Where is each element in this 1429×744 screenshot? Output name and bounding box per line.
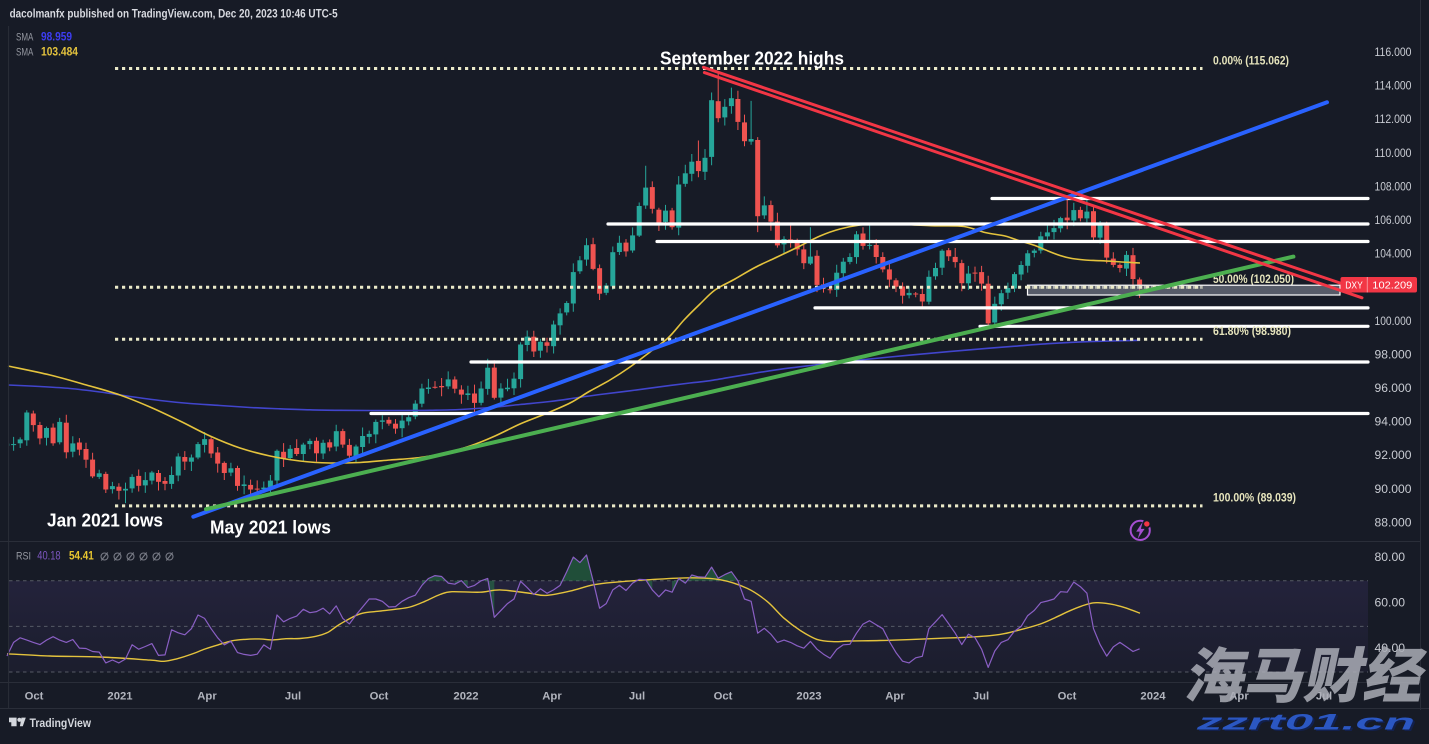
svg-text:Oct: Oct — [370, 691, 389, 703]
svg-text:dacolmanfx published on Tradin: dacolmanfx published on TradingView.com,… — [10, 7, 338, 21]
svg-text:Jan 2021 lows: Jan 2021 lows — [47, 511, 163, 531]
svg-text:2023: 2023 — [796, 691, 821, 703]
svg-text:104.000: 104.000 — [1375, 249, 1412, 261]
svg-text:TradingView: TradingView — [30, 716, 92, 730]
svg-text:Oct: Oct — [25, 691, 44, 703]
svg-text:100.000: 100.000 — [1375, 316, 1412, 328]
svg-text:92.000: 92.000 — [1375, 450, 1412, 462]
svg-text:Jul: Jul — [629, 691, 645, 703]
svg-text:98.959: 98.959 — [41, 32, 72, 44]
svg-text:100.00% (89.039): 100.00% (89.039) — [1213, 491, 1296, 505]
svg-text:Oct: Oct — [1058, 691, 1077, 703]
svg-text:90.000: 90.000 — [1375, 484, 1412, 496]
svg-text:96.000: 96.000 — [1375, 383, 1412, 395]
svg-text:2021: 2021 — [107, 691, 132, 703]
svg-text:zzrt01.cn: zzrt01.cn — [1195, 710, 1415, 735]
svg-text:98.000: 98.000 — [1375, 349, 1412, 361]
svg-text:61.80% (98.980): 61.80% (98.980) — [1213, 324, 1291, 338]
svg-text:SMA: SMA — [16, 32, 34, 44]
svg-text:zzrt01.cn: zzrt01.cn — [1197, 711, 1417, 736]
svg-text:Jul: Jul — [973, 691, 989, 703]
svg-text:Jul: Jul — [285, 691, 301, 703]
svg-text:Apr: Apr — [542, 691, 562, 703]
svg-text:114.000: 114.000 — [1375, 81, 1412, 93]
svg-text:110.000: 110.000 — [1375, 148, 1412, 160]
svg-text:SMA: SMA — [16, 47, 34, 59]
svg-text:Oct: Oct — [714, 691, 733, 703]
svg-text:2024: 2024 — [1140, 691, 1166, 703]
svg-text:0.00% (115.062): 0.00% (115.062) — [1213, 53, 1289, 67]
svg-text:May 2021 lows: May 2021 lows — [210, 518, 331, 538]
svg-text:50.00% (102.050): 50.00% (102.050) — [1213, 272, 1294, 286]
svg-text:Apr: Apr — [197, 691, 217, 703]
svg-text:40.18: 40.18 — [37, 551, 60, 563]
svg-text:54.41: 54.41 — [69, 551, 94, 563]
svg-text:DXY: DXY — [1345, 279, 1363, 291]
svg-text:80.00: 80.00 — [1375, 552, 1406, 564]
svg-text:60.00: 60.00 — [1375, 598, 1406, 610]
svg-text:88.000: 88.000 — [1375, 517, 1412, 529]
svg-text:112.000: 112.000 — [1375, 114, 1412, 126]
svg-text:116.000: 116.000 — [1375, 47, 1412, 59]
svg-text:September 2022 highs: September 2022 highs — [660, 49, 844, 69]
svg-text:106.000: 106.000 — [1375, 215, 1412, 227]
svg-text:108.000: 108.000 — [1375, 181, 1412, 193]
svg-text:102.209: 102.209 — [1372, 279, 1412, 291]
svg-text:2022: 2022 — [453, 691, 478, 703]
svg-text:103.484: 103.484 — [41, 47, 79, 59]
svg-text:RSI: RSI — [16, 551, 31, 563]
svg-text:Apr: Apr — [885, 691, 905, 703]
svg-text:94.000: 94.000 — [1375, 417, 1412, 429]
